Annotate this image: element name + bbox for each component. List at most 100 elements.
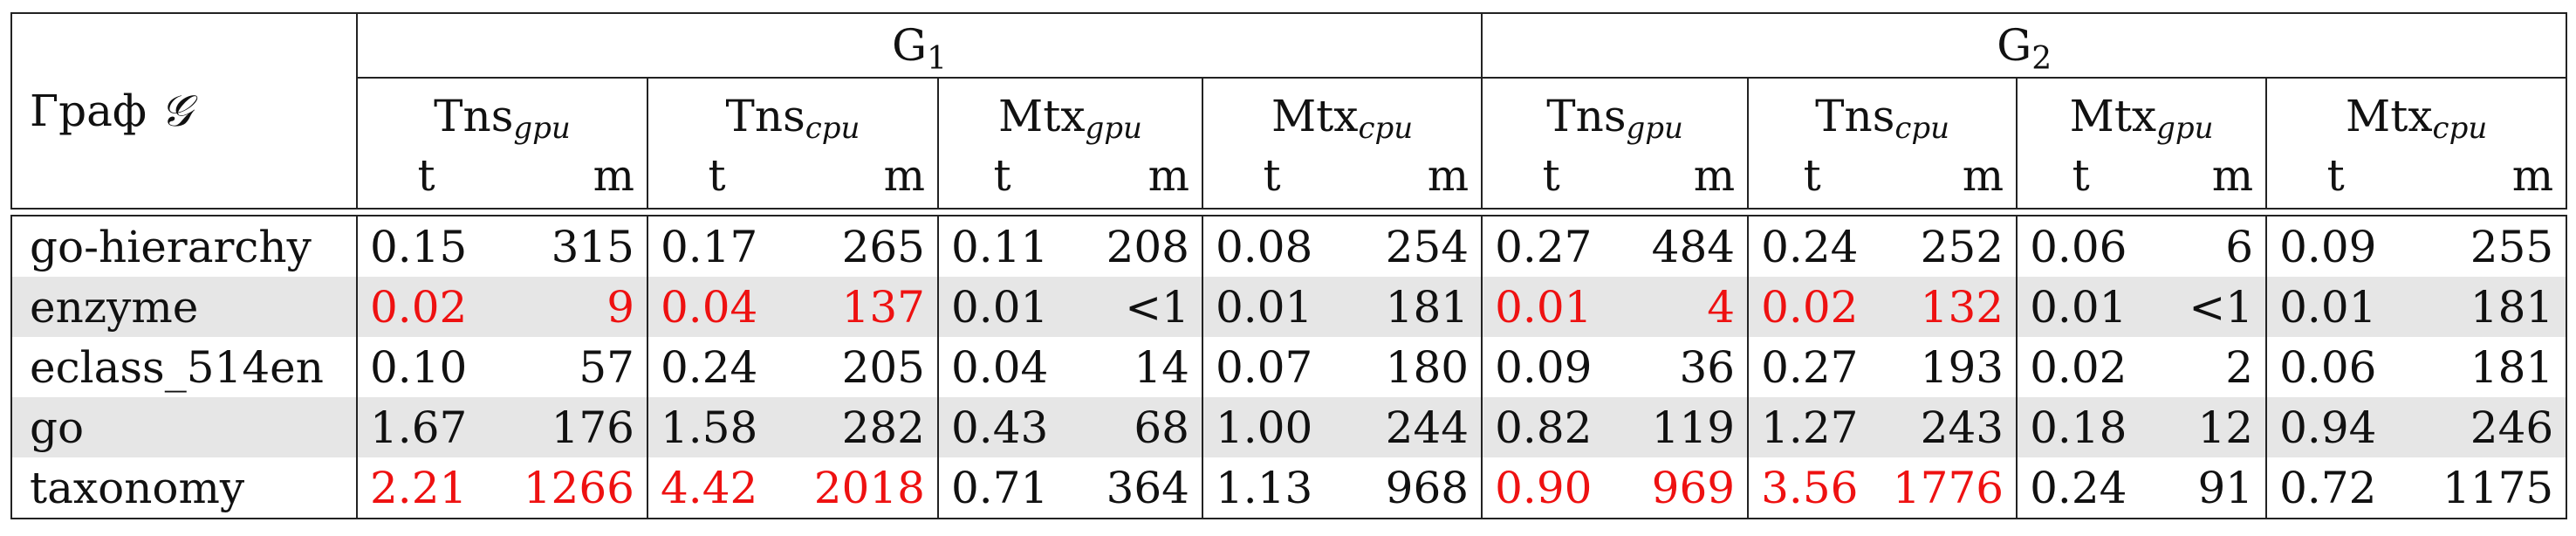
- group-header-g2: G2: [1482, 12, 2568, 79]
- memory-cell: 265: [785, 215, 939, 277]
- method-device: cpu: [805, 111, 860, 146]
- memory-cell: 968: [1340, 457, 1483, 519]
- method-name: Tns: [1815, 91, 1895, 141]
- method-device: gpu: [1626, 111, 1683, 146]
- memory-cell: 254: [1340, 215, 1483, 277]
- time-cell: 1.00: [1202, 397, 1340, 457]
- time-cell: 0.06: [2279, 341, 2377, 393]
- col-header-t: t: [2017, 148, 2145, 210]
- col-header-t: t: [1482, 148, 1620, 210]
- time-cell: 0.01: [2017, 277, 2145, 337]
- method-name: Tns: [725, 91, 805, 141]
- group-name: G: [892, 20, 928, 71]
- col-header-t: t: [1202, 148, 1340, 210]
- method-header-g2-1: Tnscpu: [1748, 78, 2018, 148]
- method-name: Mtx: [1271, 91, 1359, 141]
- memory-cell: 1266: [495, 457, 648, 519]
- col-header-m: m: [1875, 148, 2018, 210]
- memory-cell: 119: [1620, 397, 1750, 457]
- time-cell: 0.72: [2266, 457, 2405, 519]
- col-header-m: m: [1620, 148, 1750, 210]
- table-row: go 1.67 176 1.58 282 0.43 68 1.00 244 0.82 119 1.27…: [10, 397, 2568, 457]
- graph-name-cell: taxonomy: [10, 457, 358, 519]
- time-cell: 0.09: [2266, 215, 2405, 277]
- time-cell: 0.08: [1202, 215, 1340, 277]
- time-cell: 1.13: [1202, 457, 1340, 519]
- memory-cell: 2: [2144, 337, 2268, 397]
- time-cell: 0.24: [661, 341, 758, 393]
- table-row: enzyme 0.02 9 0.04 137 0.01 <1 0.01 181 0.01 4 0.02…: [10, 277, 2568, 337]
- time-cell: 0.24: [1748, 215, 1876, 277]
- method-header-g2-2: Mtxgpu: [2017, 78, 2268, 148]
- memory-cell: 2018: [785, 457, 939, 519]
- time-cell: 0.18: [2017, 397, 2145, 457]
- time-cell: 0.01: [938, 277, 1065, 337]
- time-cell: 0.06: [2017, 215, 2145, 277]
- group-header-g1: G1: [357, 12, 1483, 79]
- col-header-m: m: [2404, 148, 2568, 210]
- memory-cell: 484: [1620, 215, 1750, 277]
- method-device: gpu: [1085, 111, 1142, 146]
- col-header-t: t: [357, 148, 495, 210]
- col-header-m: m: [2144, 148, 2268, 210]
- memory-cell: 208: [1065, 215, 1203, 277]
- method-name: Mtx: [2346, 91, 2433, 141]
- group-index: 2: [2031, 41, 2052, 77]
- graph-name-cell: go-hierarchy: [10, 215, 358, 277]
- memory-cell: 246: [2404, 397, 2568, 457]
- group-index: 1: [927, 41, 947, 77]
- time-cell: 0.17: [647, 215, 785, 277]
- time-cell: 0.02: [2030, 341, 2127, 393]
- time-cell: 0.82: [1482, 397, 1620, 457]
- method-device: cpu: [1894, 111, 1950, 146]
- time-cell: 0.01: [1482, 277, 1620, 337]
- time-cell: 1.58: [647, 397, 785, 457]
- memory-cell: 36: [1620, 337, 1750, 397]
- group-name: G: [1997, 20, 2032, 71]
- time-cell: 0.04: [951, 341, 1049, 393]
- memory-cell: 14: [1065, 337, 1203, 397]
- memory-cell: 91: [2144, 457, 2268, 519]
- memory-cell: 1175: [2404, 457, 2568, 519]
- memory-cell: 176: [495, 397, 648, 457]
- time-cell: 0.07: [1216, 341, 1313, 393]
- time-cell: 0.02: [357, 277, 495, 337]
- time-cell: 0.24: [2017, 457, 2145, 519]
- memory-cell: 57: [495, 337, 648, 397]
- graph-name-cell: eclass_514en: [10, 337, 358, 397]
- time-cell: 4.42: [647, 457, 785, 519]
- col-header-t: t: [1748, 148, 1876, 210]
- time-cell: 0.11: [938, 215, 1065, 277]
- memory-cell: 1776: [1875, 457, 2018, 519]
- table-row: eclass_514en 0.10 57 0.24 205 0.04 14 0.07 180 0.…: [10, 337, 2568, 397]
- memory-cell: 181: [2404, 277, 2568, 337]
- time-cell: 0.27: [1761, 341, 1859, 393]
- memory-cell: 137: [785, 277, 939, 337]
- memory-cell: 244: [1340, 397, 1483, 457]
- memory-cell: 180: [1340, 337, 1483, 397]
- memory-cell: 243: [1875, 397, 2018, 457]
- time-cell: 0.01: [1202, 277, 1340, 337]
- graph-symbol: 𝒢: [160, 86, 192, 136]
- time-cell: 0.71: [938, 457, 1065, 519]
- header-gap: [11, 209, 2566, 216]
- method-device: cpu: [1358, 111, 1414, 146]
- memory-cell: 4: [1620, 277, 1750, 337]
- memory-cell: 193: [1875, 337, 2018, 397]
- col-header-m: m: [495, 148, 648, 210]
- table-row: go-hierarchy 0.15 315 0.17 265 0.11 208 0.08 254…: [10, 215, 2568, 277]
- memory-cell: 252: [1875, 215, 2018, 277]
- time-cell: 0.94: [2266, 397, 2405, 457]
- memory-cell: 181: [1340, 277, 1483, 337]
- time-cell: 1.27: [1748, 397, 1876, 457]
- time-cell: 3.56: [1748, 457, 1876, 519]
- memory-cell: 315: [495, 215, 648, 277]
- table-body: go-hierarchy 0.15 315 0.17 265 0.11 208 0.08 254…: [10, 215, 2568, 519]
- method-header-g1-3: Mtxcpu: [1202, 78, 1483, 148]
- method-header-g1-1: Tnscpu: [647, 78, 939, 148]
- time-cell: 0.90: [1482, 457, 1620, 519]
- table-row: taxonomy 2.21 1266 4.42 2018 0.71 364 1.13 968 0.…: [10, 457, 2568, 519]
- memory-cell: 255: [2404, 215, 2568, 277]
- col-header-m: m: [1340, 148, 1483, 210]
